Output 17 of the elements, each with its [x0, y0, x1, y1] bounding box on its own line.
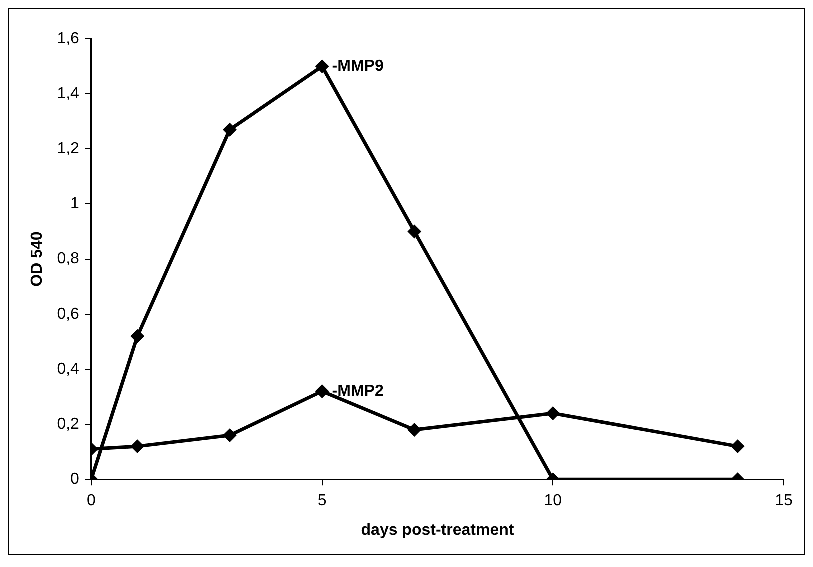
y-tick-label: 1 — [70, 196, 80, 213]
series-label: -MMP2 — [332, 382, 384, 400]
y-tick-label: 1,2 — [57, 140, 80, 158]
x-tick-label: 15 — [775, 492, 793, 510]
y-tick-label: 0,2 — [57, 416, 80, 433]
x-axis-title: days post-treatment — [361, 522, 515, 539]
y-tick-label: 0 — [70, 471, 80, 488]
x-tick-label: 10 — [544, 492, 562, 510]
y-tick-label: 1,4 — [57, 85, 80, 102]
y-tick-label: 0,6 — [57, 306, 80, 323]
series-label: -MMP9 — [332, 58, 384, 75]
y-tick-label: 0,8 — [57, 250, 80, 268]
y-axis-title: OD 540 — [29, 232, 46, 287]
x-tick-label: 0 — [86, 492, 96, 510]
x-tick-label: 5 — [318, 492, 327, 510]
y-tick-label: 0,4 — [57, 360, 80, 378]
y-tick-label: 1,6 — [57, 30, 80, 48]
